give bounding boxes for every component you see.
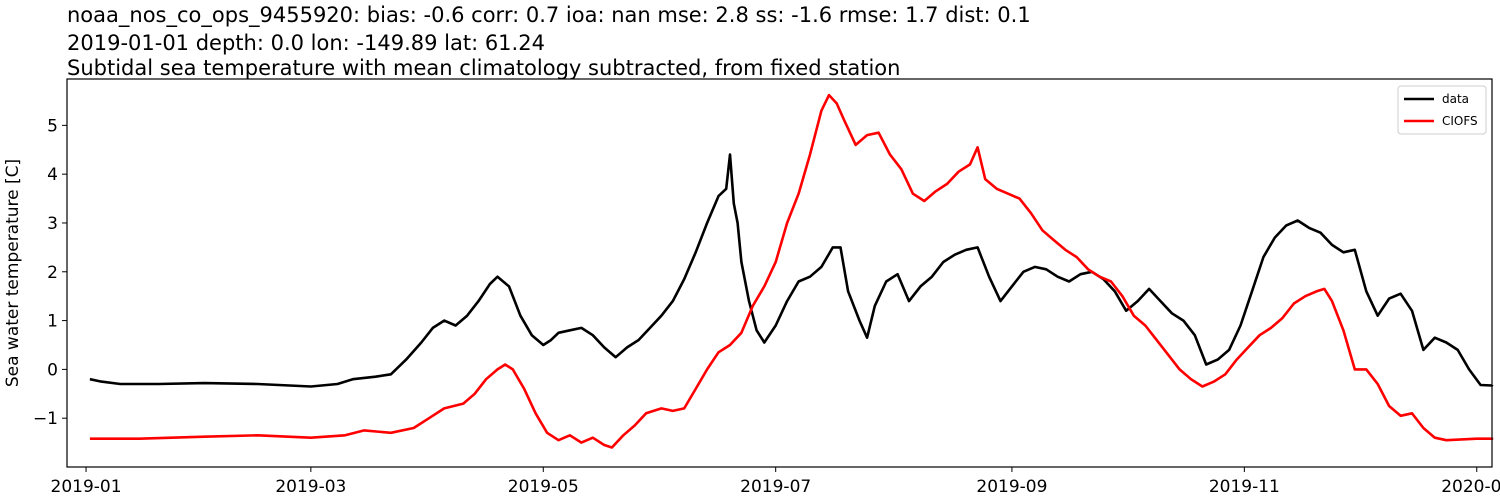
x-tick-label: 2019-09 <box>976 477 1047 497</box>
x-tick-label: 2019-05 <box>508 477 579 497</box>
x-tick-label: 2020-01 <box>1441 477 1500 497</box>
chart-title-line-1: noaa_nos_co_ops_9455920: bias: -0.6 corr… <box>67 3 1031 28</box>
y-tick-label: 3 <box>47 214 58 234</box>
series-line-data <box>89 153 1494 388</box>
y-tick-label: 2 <box>47 263 58 283</box>
y-tick-label: −1 <box>33 409 58 429</box>
y-tick-label: 5 <box>47 116 58 136</box>
series-line-ciofs <box>89 93 1494 449</box>
y-axis-label: Sea water temperature [C] <box>3 159 23 387</box>
chart-title-line-3: Subtidal sea temperature with mean clima… <box>67 56 900 80</box>
x-axis: 2019-01 2019-03 2019-05 2019-07 2019-09 2019-… <box>51 467 1500 497</box>
plot-content <box>89 93 1494 449</box>
x-tick-label: 2019-11 <box>1209 477 1280 497</box>
plot-frame <box>66 78 1493 468</box>
legend: data CIOFS <box>1397 85 1487 135</box>
y-axis: −1 0 1 2 3 4 5 <box>33 116 67 429</box>
y-tick-label: 1 <box>47 312 58 332</box>
y-tick-label: 4 <box>47 165 58 185</box>
x-tick-label: 2019-03 <box>275 477 346 497</box>
y-tick-label: 0 <box>47 360 58 380</box>
legend-label-ciofs: CIOFS <box>1442 114 1478 128</box>
x-tick-label: 2019-01 <box>51 477 122 497</box>
x-tick-label: 2019-07 <box>740 477 811 497</box>
legend-label-data: data <box>1442 92 1469 106</box>
chart-title-line-2: 2019-01-01 depth: 0.0 lon: -149.89 lat: … <box>67 31 545 55</box>
